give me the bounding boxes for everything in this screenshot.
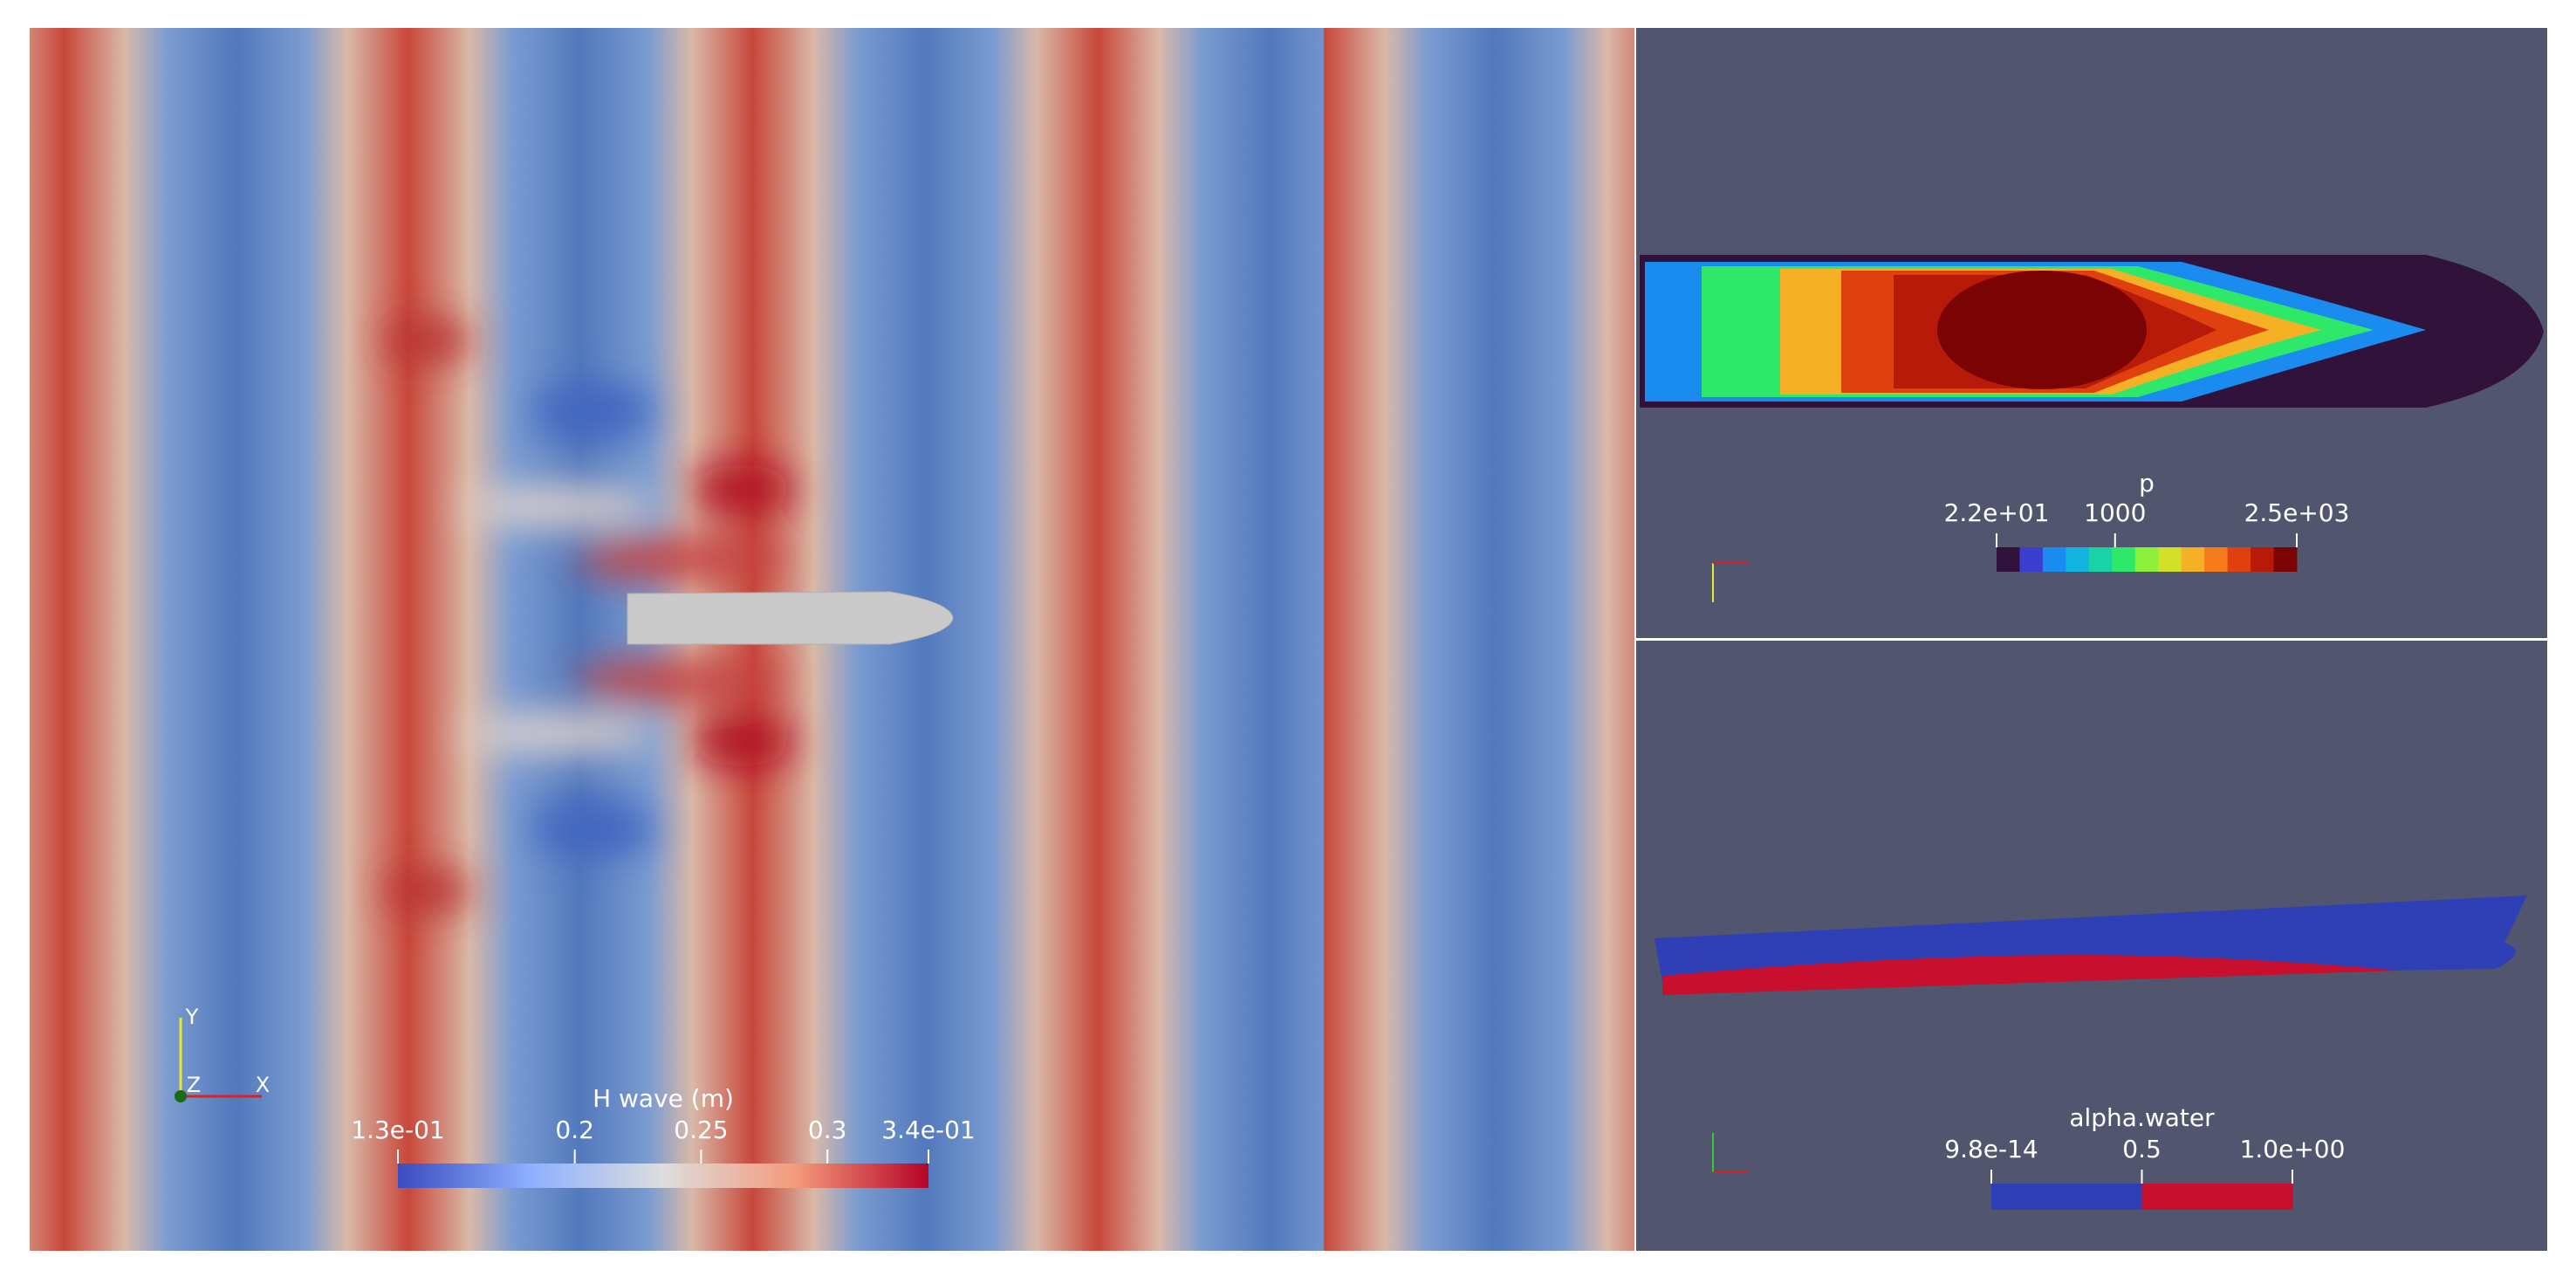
colorbar: p 2.2e+01 1000 2.5e+03 <box>1944 469 2350 572</box>
ship <box>627 591 954 645</box>
colorbar: H wave (m) 1.3e-01 0.2 0.25 0.3 3.4e-01 <box>351 1084 976 1188</box>
color-swatch <box>2088 547 2113 572</box>
tick-label: 2.2e+01 <box>1944 498 2050 527</box>
tick-label: 9.8e-14 <box>1944 1135 2038 1164</box>
color-swatch <box>1991 1184 2142 1210</box>
axis-label: Y <box>185 1005 199 1029</box>
tick-label: 0.5 <box>2122 1135 2162 1164</box>
color-swatch <box>2204 547 2229 572</box>
tick-label: 1.0e+00 <box>2240 1135 2346 1164</box>
tick-label: 0.25 <box>674 1116 728 1144</box>
tick-label: 1000 <box>2084 498 2146 527</box>
color-swatch <box>2066 547 2090 572</box>
axes-triad <box>175 562 1748 1173</box>
tick-label: 0.2 <box>555 1116 594 1144</box>
color-swatch <box>2181 547 2205 572</box>
color-swatch <box>2141 1184 2293 1210</box>
color-swatch <box>2042 547 2066 572</box>
color-swatch <box>2273 547 2298 572</box>
tick-label: 1.3e-01 <box>351 1116 445 1144</box>
alpha-hull <box>1655 896 2527 995</box>
wake <box>384 319 794 912</box>
color-swatch <box>2251 547 2275 572</box>
color-swatch <box>2158 547 2182 572</box>
color-swatch <box>2227 547 2251 572</box>
color-bar <box>398 1164 928 1188</box>
tick-label: 3.4e-01 <box>881 1116 976 1144</box>
color-swatch <box>2112 547 2136 572</box>
colorbar-title: alpha.water <box>2069 1103 2215 1132</box>
axis-label: X <box>256 1073 270 1097</box>
tick-label: 2.5e+03 <box>2244 498 2350 527</box>
colorbar-title: H wave (m) <box>593 1084 734 1113</box>
colorbar-title: p <box>2139 469 2155 498</box>
color-swatch <box>1997 547 2020 572</box>
color-swatch <box>2019 547 2044 572</box>
pressure-hull <box>1640 255 2544 408</box>
color-swatch <box>2134 547 2159 572</box>
tick-label: 0.3 <box>808 1116 847 1144</box>
axis-label: Z <box>187 1073 201 1097</box>
colorbar: alpha.water 9.8e-14 0.5 1.0e+00 <box>1944 1103 2345 1210</box>
